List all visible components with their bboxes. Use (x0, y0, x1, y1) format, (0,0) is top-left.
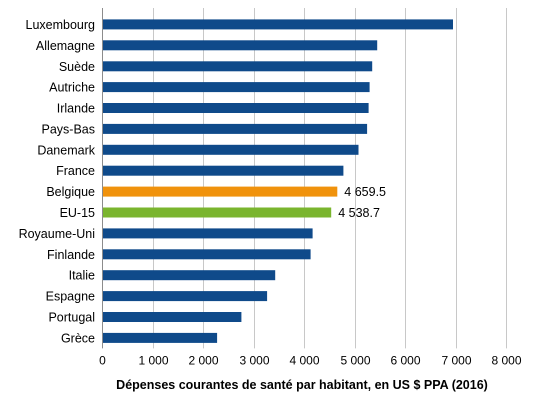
category-label: Danemark (37, 143, 95, 157)
category-label: Irlande (57, 102, 95, 116)
bar (103, 249, 311, 260)
category-label: EU-15 (60, 206, 95, 220)
x-tick-labels: 0 1 000 2 000 3 000 4 000 5 000 6 000 7 000 8 00… (99, 353, 522, 367)
category-label: Espagne (46, 290, 95, 304)
bar (103, 123, 368, 134)
category-label: France (56, 164, 95, 178)
x-tick-label: 4 000 (289, 353, 319, 367)
x-tick-label: 8 000 (491, 353, 521, 367)
data-label: 4 538.7 (338, 206, 380, 220)
x-tick-label: 0 (99, 353, 106, 367)
category-label: Belgique (46, 185, 95, 199)
data-label: 4 659.5 (344, 185, 386, 199)
x-tick-label: 3 000 (239, 353, 269, 367)
category-label: Portugal (48, 311, 95, 325)
category-label: Autriche (49, 81, 95, 95)
category-label: Finlande (47, 248, 95, 262)
category-label: Italie (69, 269, 95, 283)
bar (103, 61, 373, 72)
x-tick-label: 2 000 (188, 353, 218, 367)
x-axis-title: Dépenses courantes de santé par habitant… (116, 378, 488, 392)
bar (103, 82, 370, 93)
bar (103, 19, 453, 30)
bar (103, 291, 268, 302)
bar (103, 228, 313, 239)
bar (103, 312, 242, 322)
category-label: Luxembourg (26, 18, 96, 32)
bar (103, 207, 332, 218)
category-label: Grèce (61, 331, 95, 345)
data-labels: 4 659.5 4 538.7 (338, 185, 386, 220)
bar (103, 40, 378, 51)
category-label: Allemagne (36, 39, 95, 53)
category-label: Royaume-Uni (19, 227, 95, 241)
bar (103, 165, 344, 176)
category-label: Pays-Bas (42, 122, 96, 136)
x-tick-label: 7 000 (441, 353, 471, 367)
bar (103, 270, 276, 281)
bars (103, 19, 453, 343)
bar (103, 144, 359, 155)
bar (103, 332, 218, 343)
x-tick-label: 6 000 (390, 353, 420, 367)
bar (103, 103, 369, 113)
category-label: Suède (59, 60, 95, 74)
bar (103, 186, 338, 197)
x-tick-label: 5 000 (340, 353, 370, 367)
category-labels: Luxembourg Allemagne Suède Autriche Irlande P… (19, 18, 96, 345)
x-tick-label: 1 000 (138, 353, 168, 367)
